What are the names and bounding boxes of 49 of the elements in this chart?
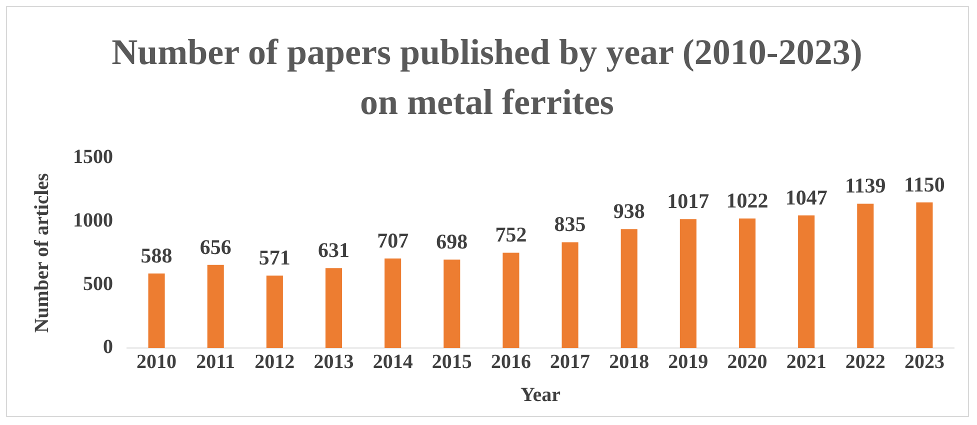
bar	[325, 268, 342, 348]
y-axis-title: Number of articles	[31, 172, 54, 333]
data-label: 1139	[844, 174, 886, 198]
bar	[148, 274, 165, 348]
bar	[738, 218, 756, 348]
x-tick-label: 2010	[136, 351, 177, 374]
x-tick-label: 2012	[254, 351, 295, 374]
x-tick-label: 2022	[845, 351, 886, 374]
y-tick-label: 0	[103, 336, 113, 358]
bar	[680, 219, 696, 348]
bar	[502, 252, 520, 348]
y-tick-label: 1000	[73, 210, 113, 232]
data-label: 707	[377, 228, 409, 252]
bar	[916, 202, 933, 348]
data-label: 752	[495, 222, 527, 247]
x-tick-label: 2011	[196, 351, 236, 374]
x-tick-label: 2017	[550, 351, 590, 374]
bar	[444, 260, 460, 348]
bar	[857, 204, 874, 348]
x-tick-label: 2016	[490, 351, 531, 374]
x-tick-label: 2019	[668, 351, 708, 374]
x-tick-label: 2021	[786, 351, 826, 374]
data-label: 1150	[904, 172, 945, 196]
data-label: 938	[613, 199, 645, 224]
bar	[798, 215, 815, 348]
bar	[562, 242, 578, 348]
data-label: 631	[318, 238, 350, 262]
data-label: 588	[140, 243, 172, 268]
data-label: 1047	[785, 185, 828, 210]
x-tick-label: 2015	[432, 351, 472, 374]
y-tick-label: 500	[83, 272, 113, 295]
x-axis-title: Year	[520, 384, 561, 406]
data-label: 698	[436, 230, 468, 254]
x-tick-label: 2023	[904, 351, 944, 374]
data-label: 656	[200, 234, 232, 259]
data-label: 835	[554, 212, 586, 236]
bar	[384, 258, 402, 348]
chart-title: Number of papers published by year (2010-2023) on metal ferrites	[110, 31, 864, 124]
bar	[620, 229, 638, 348]
bar	[207, 264, 224, 348]
data-label: 1022	[726, 188, 768, 212]
data-label: 1017	[667, 189, 710, 214]
x-tick-label: 2014	[372, 351, 413, 374]
y-tick-label: 1500	[73, 146, 113, 168]
bar	[266, 276, 283, 348]
x-tick-label: 2013	[314, 351, 354, 374]
x-tick-label: 2020	[727, 351, 768, 374]
x-tick-label: 2018	[609, 351, 650, 374]
data-label: 571	[258, 246, 290, 270]
